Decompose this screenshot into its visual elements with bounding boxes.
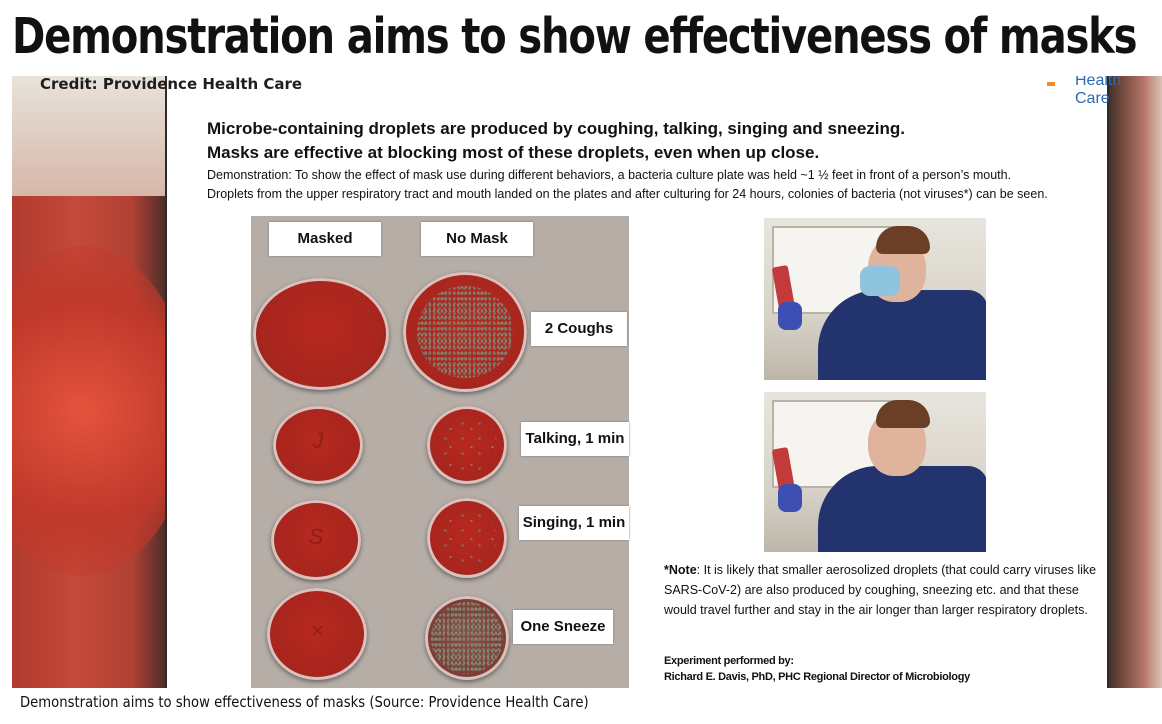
label-singing: Singing, 1 min (519, 506, 629, 540)
note-paragraph: *Note: It is likely that smaller aerosol… (664, 560, 1104, 620)
plate-nomask-coughs (403, 272, 527, 392)
headline: Demonstration aims to show effectiveness… (12, 8, 1138, 65)
plate-nomask-sneeze (425, 596, 509, 680)
background-blur-right (1102, 76, 1162, 688)
experiment-credit-2: Richard E. Davis, PhD, PHC Regional Dire… (664, 671, 970, 683)
presentation-slide: Health Care Microbe-containing droplets … (167, 76, 1121, 688)
plate-masked-coughs (253, 278, 389, 390)
plate-nomask-talking (427, 406, 507, 484)
slide-subtitle-2: Masks are effective at blocking most of … (207, 143, 820, 162)
news-photo: Health Care Microbe-containing droplets … (12, 76, 1162, 688)
plate-masked-talking: J (273, 406, 363, 484)
image-caption: Demonstration aims to show effectiveness… (20, 693, 589, 711)
label-no-mask: No Mask (421, 222, 533, 256)
plate-masked-sneeze: × (267, 588, 367, 680)
photo-credit: Credit: Providence Health Care (40, 76, 303, 93)
label-coughs: 2 Coughs (531, 312, 627, 346)
note-label: *Note (664, 563, 697, 577)
logo-mark-icon (1047, 82, 1055, 86)
face-mask-icon (860, 266, 900, 296)
slide-subtitle-1: Microbe-containing droplets are produced… (207, 119, 905, 138)
plate-nomask-singing (427, 498, 507, 578)
plate-masked-singing: S (271, 500, 361, 580)
demonstration-line-2: Droplets from the upper respiratory trac… (207, 187, 1048, 201)
logo-text: Health Care (1075, 76, 1122, 107)
experiment-credit-1: Experiment performed by: (664, 655, 794, 667)
photo-masked-person (764, 218, 986, 380)
note-text: : It is likely that smaller aerosolized … (664, 563, 1097, 617)
label-talking: Talking, 1 min (521, 422, 629, 456)
photo-unmasked-person (764, 392, 986, 552)
label-sneeze: One Sneeze (513, 610, 613, 644)
demonstration-line-1: Demonstration: To show the effect of mas… (207, 168, 1012, 182)
label-masked: Masked (269, 222, 381, 256)
culture-plates-photo: Masked No Mask 2 Coughs J Talking, 1 min… (251, 216, 629, 688)
background-blur-left (12, 76, 192, 688)
